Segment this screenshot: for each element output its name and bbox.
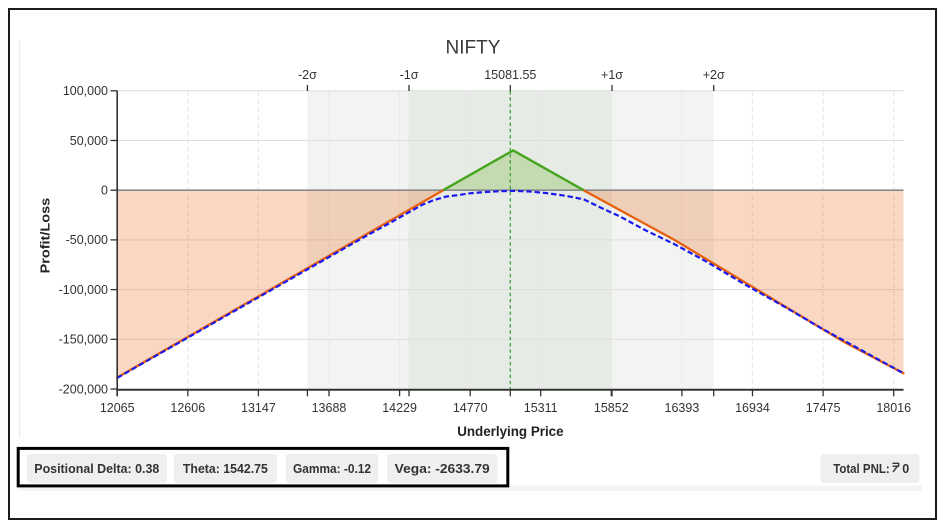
svg-text:-150,000: -150,000 (59, 333, 108, 347)
svg-text:Theta: 1542.75: Theta: 1542.75 (183, 462, 268, 476)
svg-text:+2σ: +2σ (703, 68, 725, 82)
svg-text:Vega: -2633.79: Vega: -2633.79 (395, 462, 490, 476)
svg-text:-1σ: -1σ (400, 68, 419, 82)
svg-text:14770: 14770 (453, 401, 488, 415)
svg-text:Total PNL:: Total PNL: (833, 462, 890, 476)
svg-text:18016: 18016 (876, 401, 911, 415)
svg-text:Positional Delta: 0.38: Positional Delta: 0.38 (34, 462, 159, 476)
svg-text:15081.55: 15081.55 (484, 68, 536, 82)
svg-text:15311: 15311 (524, 401, 558, 415)
svg-text:-2σ: -2σ (298, 68, 317, 82)
svg-text:12606: 12606 (170, 401, 205, 415)
svg-text:Gamma: -0.12: Gamma: -0.12 (293, 462, 371, 476)
svg-text:100,000: 100,000 (63, 84, 108, 98)
svg-text:-50,000: -50,000 (66, 233, 108, 247)
svg-text:16393: 16393 (665, 401, 700, 415)
svg-text:17475: 17475 (806, 401, 841, 415)
svg-text:-200,000: -200,000 (59, 382, 108, 396)
svg-text:50,000: 50,000 (70, 134, 108, 148)
svg-text:0: 0 (902, 462, 909, 476)
svg-text:NIFTY: NIFTY (446, 38, 501, 59)
svg-text:13688: 13688 (312, 401, 347, 415)
svg-text:13147: 13147 (241, 401, 276, 415)
svg-text:-100,000: -100,000 (59, 283, 108, 297)
svg-text:12065: 12065 (100, 401, 135, 415)
svg-text:0: 0 (101, 184, 108, 198)
svg-text:Profit/Loss: Profit/Loss (38, 198, 53, 274)
svg-text:14229: 14229 (382, 401, 417, 415)
svg-text:Underlying Price: Underlying Price (457, 424, 564, 439)
svg-text:+1σ: +1σ (601, 68, 623, 82)
svg-text:15852: 15852 (594, 401, 629, 415)
svg-text:16934: 16934 (735, 401, 770, 415)
